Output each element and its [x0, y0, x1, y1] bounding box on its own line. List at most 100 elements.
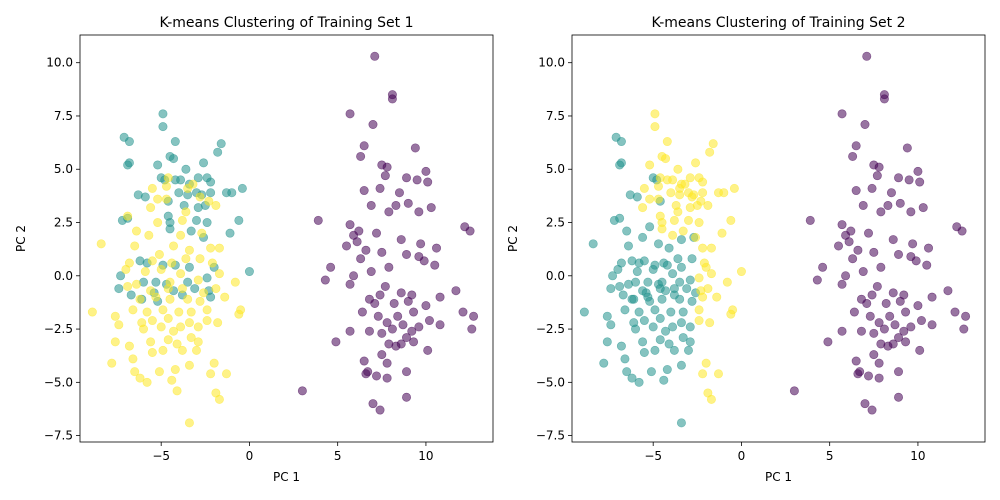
y-tick-label: 7.5	[546, 109, 565, 123]
data-point	[154, 249, 164, 259]
data-point	[668, 175, 678, 185]
data-point	[858, 200, 868, 210]
y-tick-label: −2.5	[536, 322, 565, 336]
data-point	[186, 307, 196, 317]
y-tick-label: −7.5	[536, 429, 565, 443]
data-point	[359, 356, 369, 366]
data-point	[894, 249, 904, 259]
data-point	[874, 318, 884, 328]
series-yellow	[87, 173, 246, 428]
data-point	[726, 215, 736, 225]
x-tick-label: 10	[418, 449, 433, 463]
data-point	[158, 305, 168, 315]
data-point	[789, 386, 799, 396]
data-point	[883, 341, 893, 351]
data-point	[703, 200, 713, 210]
y-tick-label: 10.0	[46, 56, 73, 70]
data-point	[634, 307, 644, 317]
data-point	[655, 335, 665, 345]
data-point	[402, 249, 412, 259]
y-tick-label: −2.5	[44, 322, 73, 336]
data-point	[172, 339, 182, 349]
data-point	[661, 326, 671, 336]
data-point	[396, 288, 406, 298]
data-point	[375, 183, 385, 193]
data-point	[207, 258, 217, 268]
data-point	[165, 224, 175, 234]
data-point	[895, 198, 905, 208]
data-point	[140, 192, 150, 202]
data-point	[184, 360, 194, 370]
data-point	[114, 320, 124, 330]
data-point	[668, 322, 678, 332]
data-point	[426, 203, 436, 213]
chart-title: K-means Clustering of Training Set 2	[652, 15, 906, 31]
data-point	[648, 322, 658, 332]
data-point	[579, 307, 589, 317]
data-point	[911, 256, 921, 266]
data-point	[888, 288, 898, 298]
data-point	[151, 292, 161, 302]
data-point	[421, 166, 431, 176]
data-point	[664, 339, 674, 349]
data-point	[876, 262, 886, 272]
data-point	[869, 328, 879, 338]
data-point	[451, 286, 461, 296]
data-point	[364, 326, 374, 336]
data-point	[927, 292, 937, 302]
data-point	[620, 354, 630, 364]
data-point	[377, 350, 387, 360]
data-point	[398, 320, 408, 330]
data-point	[131, 279, 141, 289]
data-point	[163, 313, 173, 323]
data-point	[230, 277, 240, 287]
data-point	[657, 224, 667, 234]
data-point	[906, 322, 916, 332]
data-point	[382, 318, 392, 328]
data-point	[214, 394, 224, 404]
data-point	[818, 262, 828, 272]
data-point	[146, 203, 156, 213]
data-point	[387, 94, 397, 104]
data-point	[170, 137, 180, 147]
data-point	[639, 256, 649, 266]
data-point	[361, 245, 371, 255]
data-point	[894, 392, 904, 402]
data-point	[407, 326, 417, 336]
data-point	[313, 215, 323, 225]
data-point	[874, 358, 884, 368]
data-point	[204, 196, 214, 206]
data-point	[706, 243, 716, 253]
data-point	[356, 151, 366, 161]
data-point	[144, 230, 154, 240]
axes-frame	[571, 34, 986, 443]
data-point	[227, 188, 237, 198]
data-point	[666, 188, 676, 198]
data-point	[823, 337, 833, 347]
data-point	[634, 377, 644, 387]
data-point	[176, 175, 186, 185]
x-tick-label: −5	[152, 449, 170, 463]
data-point	[705, 147, 715, 157]
data-point	[96, 239, 106, 249]
data-point	[234, 215, 244, 225]
data-point	[712, 292, 722, 302]
data-point	[616, 137, 626, 147]
data-point	[694, 218, 704, 228]
data-point	[154, 367, 164, 377]
data-point	[375, 405, 385, 415]
data-point	[687, 254, 697, 264]
data-point	[916, 316, 926, 326]
data-point	[214, 243, 224, 253]
data-point	[685, 337, 695, 347]
data-point	[736, 267, 746, 277]
data-point	[135, 294, 145, 304]
y-tick-label: 0.0	[546, 269, 565, 283]
data-point	[161, 194, 171, 204]
data-point	[698, 369, 708, 379]
data-point	[191, 345, 201, 355]
plot-area: −5 0 5 10 −7.5 −5.0 −2.5 0.0 2.5 5.0 7.5 10.0	[44, 34, 494, 463]
data-point	[673, 207, 683, 217]
data-point	[366, 200, 376, 210]
data-point	[193, 275, 203, 285]
